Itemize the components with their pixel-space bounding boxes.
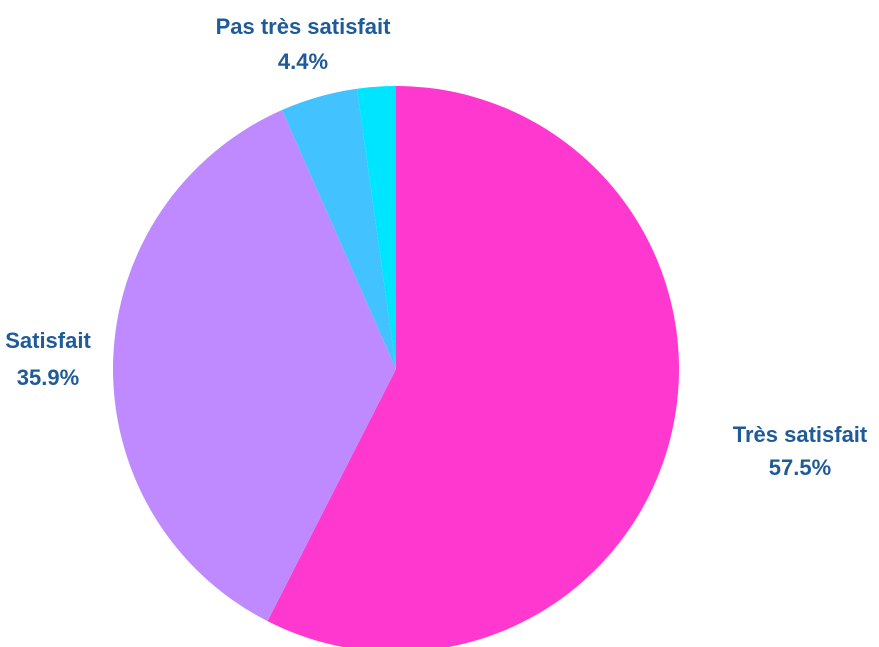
pie-slice	[357, 86, 396, 369]
slice-label: Pas très satisfait	[216, 14, 392, 39]
slice-value-label: 4.4%	[278, 49, 328, 74]
slice-label: Satisfait	[5, 328, 91, 353]
slice-value-label: 35.9%	[17, 365, 79, 390]
slice-label: Très satisfait	[733, 422, 868, 447]
pie-slice	[267, 86, 679, 647]
pie-slice	[113, 109, 396, 622]
pie-slice	[281, 88, 396, 370]
slice-value-label: 57.5%	[769, 455, 831, 480]
